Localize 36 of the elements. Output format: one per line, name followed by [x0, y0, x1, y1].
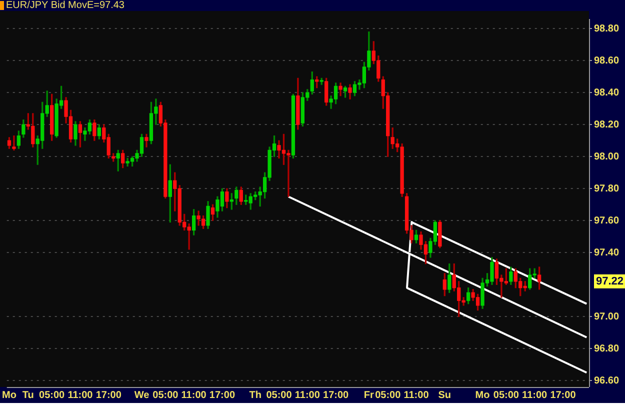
chart-title: EUR/JPY Bid MovE=97.43 [6, 0, 124, 11]
x-tick-label: 05:00 [375, 390, 402, 401]
y-tick-label: 97.60 [594, 215, 620, 226]
y-tick-label: 96.80 [594, 343, 620, 354]
x-tick-label: 11:00 [404, 390, 430, 401]
y-tick-label: 98.20 [594, 119, 620, 130]
y-tick-label: 98.80 [594, 23, 620, 34]
x-tick-label: Su [438, 390, 452, 401]
candlestick [338, 82, 342, 96]
candlestick [12, 135, 16, 151]
x-tick-label: 11:00 [522, 390, 548, 401]
x-tick-label: 05:00 [266, 390, 292, 401]
x-tick-label: Mo [2, 390, 16, 401]
x-tick-label: We [134, 390, 150, 401]
x-tick-label: Tu [22, 390, 34, 401]
x-tick-label: 11:00 [181, 390, 207, 401]
x-tick-label: 05:00 [152, 390, 179, 401]
y-tick-label: 98.40 [594, 87, 620, 98]
y-tick-label: 97.80 [594, 183, 620, 194]
x-tick-label: 17:00 [550, 390, 576, 401]
x-tick-label: Th [249, 390, 262, 401]
y-tick-label: 97.40 [594, 247, 620, 258]
x-tick-label: 11:00 [294, 390, 320, 401]
x-tick-label: Mo [475, 390, 490, 401]
x-tick-label: 17:00 [209, 390, 236, 401]
text: 97.22 [596, 275, 624, 288]
x-tick-label: 17:00 [323, 390, 350, 401]
y-tick-label: 96.60 [594, 375, 620, 386]
x-tick-label: 05:00 [39, 390, 66, 401]
x-tick-label: Fr [364, 390, 374, 401]
y-tick-label: 97.00 [594, 311, 620, 322]
y-tick-label: 98.00 [594, 151, 620, 162]
x-tick-label: 17:00 [96, 390, 122, 401]
x-tick-label: 11:00 [68, 390, 94, 401]
x-tick-label: 05:00 [493, 390, 520, 401]
y-tick-label: 98.60 [594, 55, 620, 66]
